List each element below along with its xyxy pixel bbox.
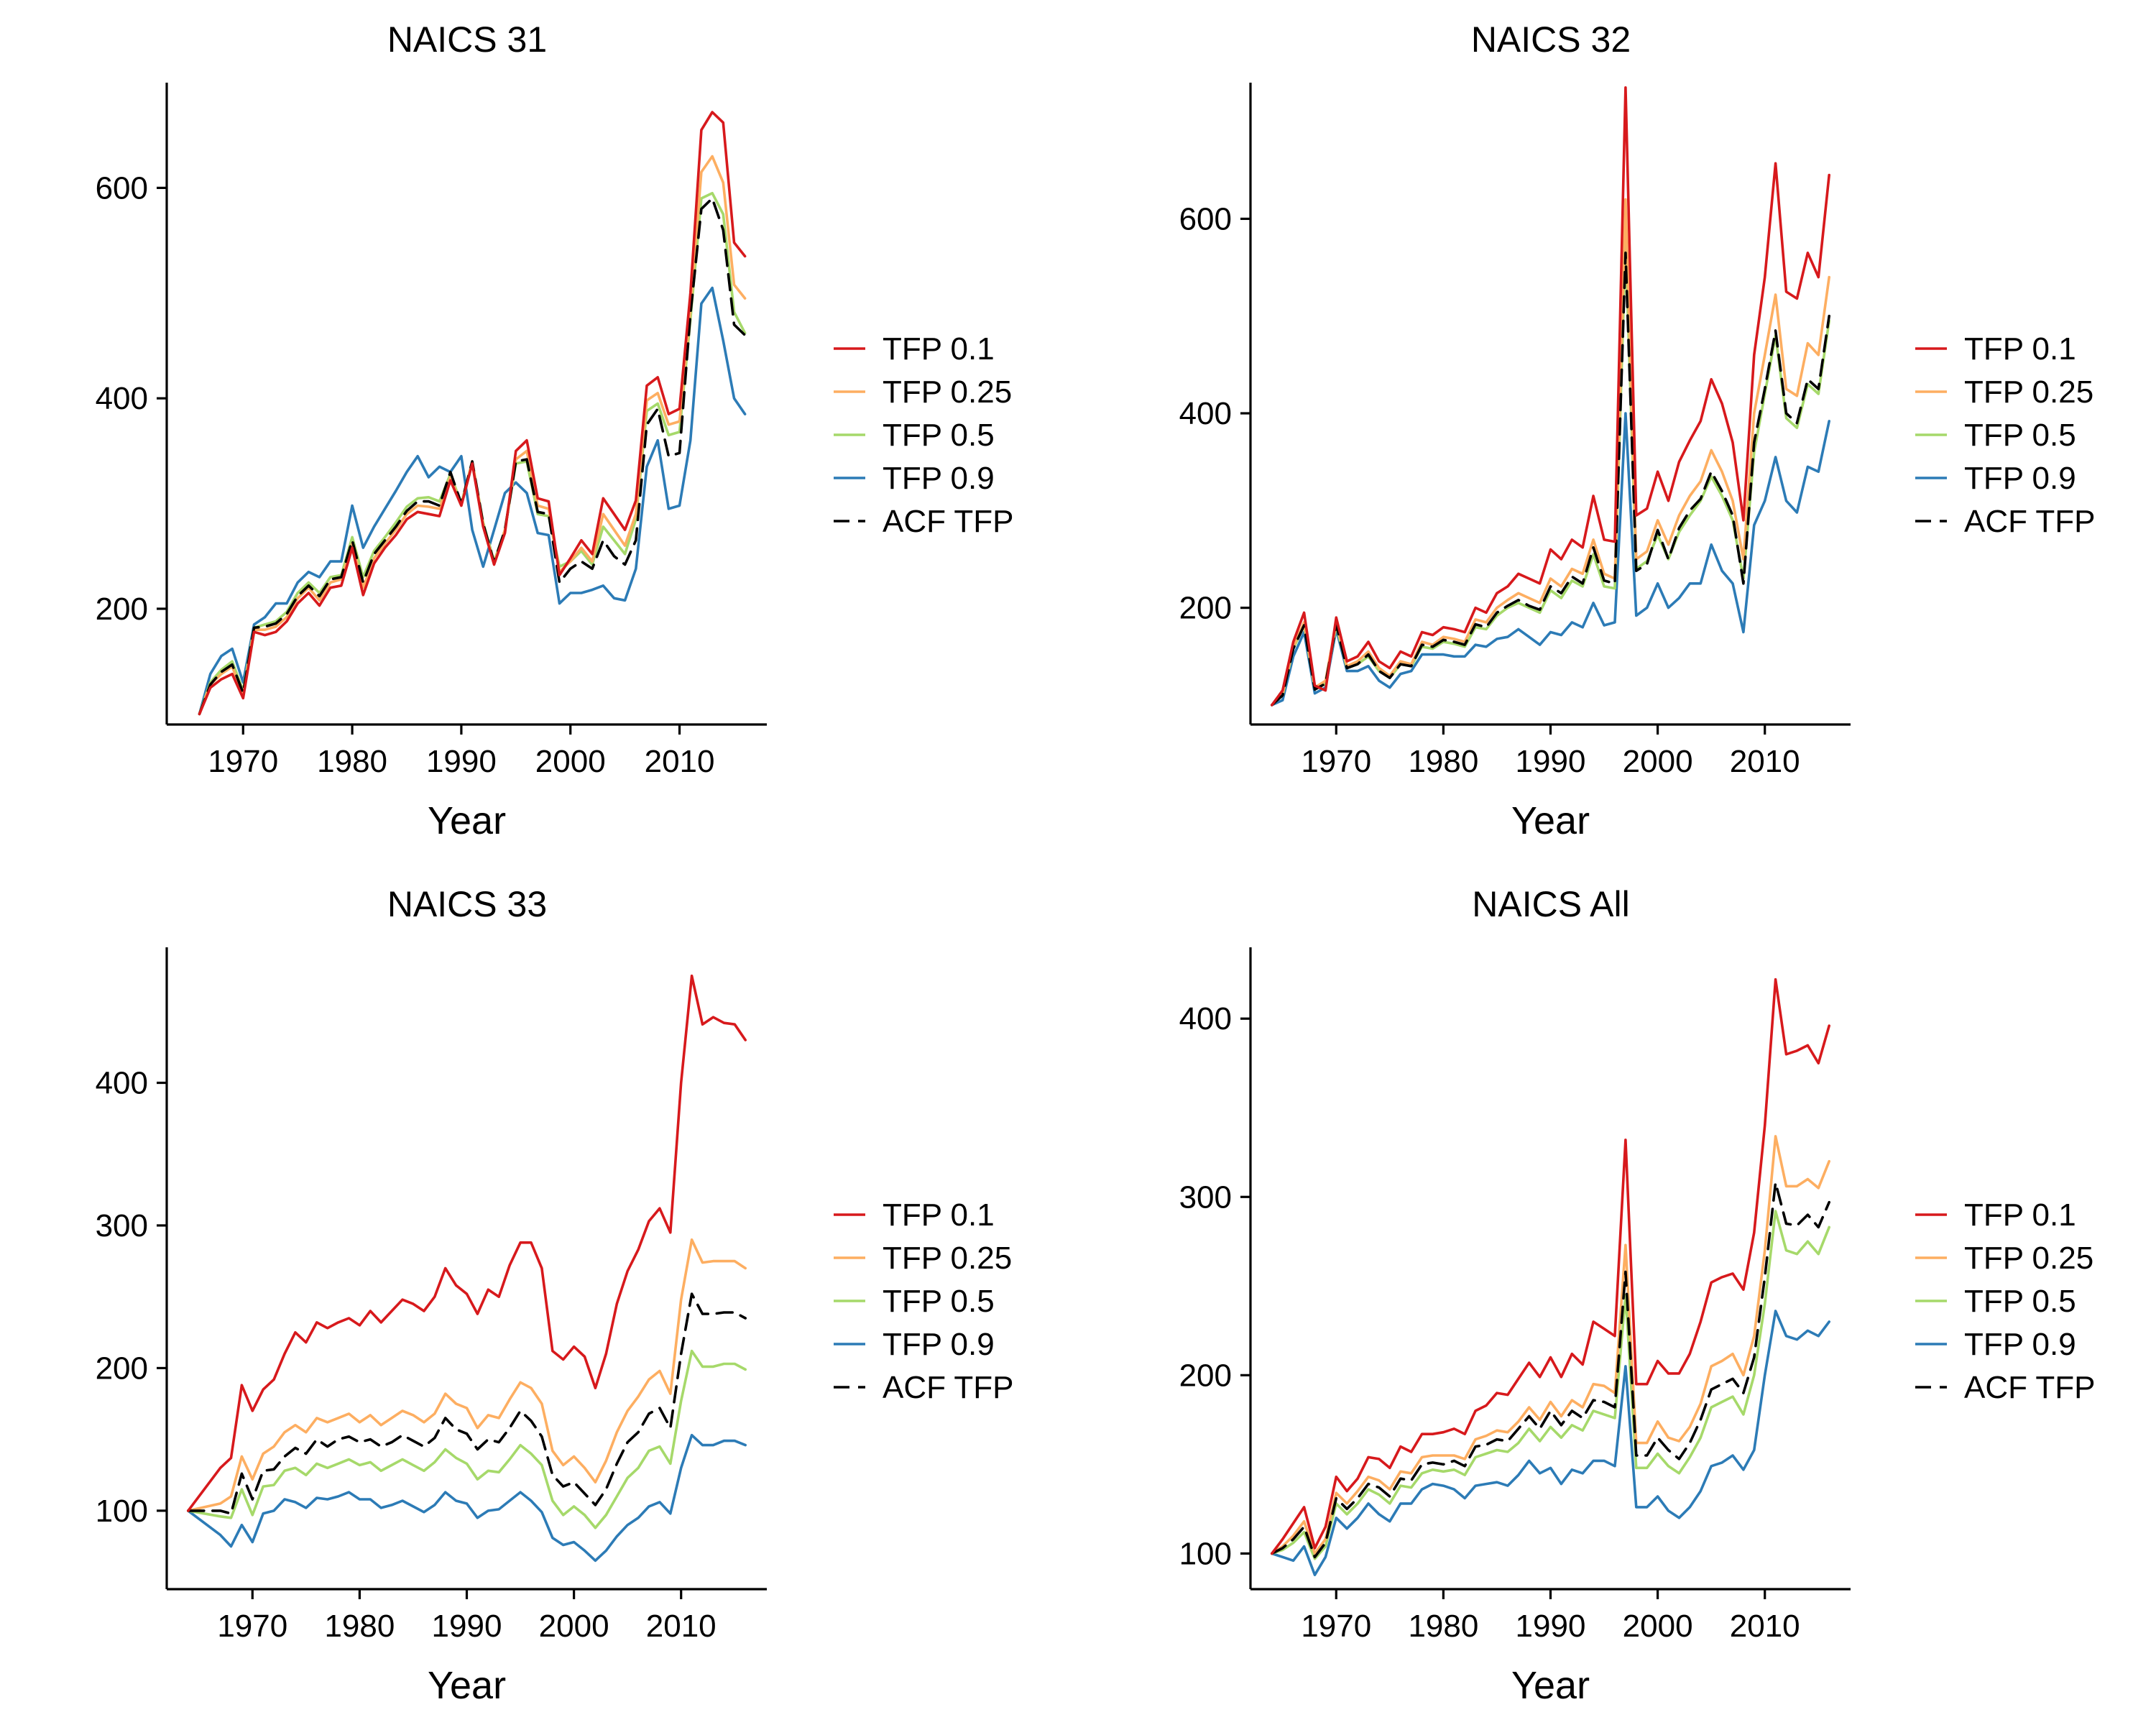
legend-label: TFP 0.9 xyxy=(1964,461,2076,496)
legend-label: TFP 0.25 xyxy=(883,374,1012,410)
legend-label: ACF TFP xyxy=(1964,1370,2096,1405)
panel-title: NAICS 33 xyxy=(387,884,547,924)
y-tick-label: 600 xyxy=(1179,201,1232,236)
x-tick-label: 1990 xyxy=(1516,1609,1586,1644)
legend: TFP 0.1 TFP 0.25 TFP 0.5 TFP 0.9 ACF TFP xyxy=(1915,331,2096,539)
series-line-tfp-0-25 xyxy=(198,155,747,716)
panel-1: NAICS 31 1970 1980 1990 2000 2010 200 400 600 Yea… xyxy=(96,19,1014,842)
x-axis-title: Year xyxy=(428,1664,506,1707)
y-tick-label: 400 xyxy=(96,381,148,416)
legend-label: TFP 0.5 xyxy=(883,1284,995,1319)
x-tick-label: 1970 xyxy=(217,1609,287,1644)
series-line-tfp-0-9 xyxy=(1271,412,1830,707)
x-tick-label: 1970 xyxy=(1301,744,1371,779)
x-tick-label: 1990 xyxy=(1516,744,1586,779)
legend-label: TFP 0.9 xyxy=(1964,1327,2076,1362)
y-tick-label: 300 xyxy=(1179,1179,1232,1215)
legend-label: TFP 0.1 xyxy=(883,1197,995,1233)
legend-label: ACF TFP xyxy=(883,1370,1014,1405)
x-tick-label: 1970 xyxy=(1301,1609,1371,1644)
y-tick-label: 200 xyxy=(96,1351,148,1386)
panel-title: NAICS 31 xyxy=(387,19,547,60)
x-axis-title: Year xyxy=(428,799,506,842)
x-tick-label: 2000 xyxy=(535,744,606,779)
legend-label: TFP 0.25 xyxy=(1964,374,2093,410)
legend-label: TFP 0.1 xyxy=(883,331,995,367)
y-tick-label: 400 xyxy=(96,1066,148,1101)
y-tick-label: 600 xyxy=(96,170,148,206)
x-tick-label: 2010 xyxy=(645,744,715,779)
x-tick-label: 1990 xyxy=(426,744,497,779)
series-line-acf-tfp xyxy=(186,1292,747,1515)
series-line-tfp-0-9 xyxy=(1271,1310,1830,1576)
series-line-tfp-0-5 xyxy=(186,1349,747,1530)
x-tick-label: 2010 xyxy=(646,1609,717,1644)
legend-label: TFP 0.5 xyxy=(1964,418,2076,453)
series-line-tfp-0-1 xyxy=(186,974,747,1512)
x-tick-label: 2000 xyxy=(1623,1609,1693,1644)
series-line-tfp-0-5 xyxy=(198,191,747,716)
series-line-tfp-0-9 xyxy=(186,1433,747,1563)
legend-label: ACF TFP xyxy=(883,504,1014,539)
x-tick-label: 1980 xyxy=(317,744,387,779)
series-line-tfp-0-25 xyxy=(1271,1135,1830,1555)
y-tick-label: 100 xyxy=(1179,1536,1232,1571)
series-line-acf-tfp xyxy=(1271,251,1830,707)
series-line-acf-tfp xyxy=(198,197,747,716)
legend-label: TFP 0.1 xyxy=(1964,1197,2076,1233)
x-tick-label: 1970 xyxy=(208,744,278,779)
series-line-tfp-0-5 xyxy=(1271,1210,1830,1560)
x-tick-label: 2000 xyxy=(1623,744,1693,779)
series-line-tfp-0-5 xyxy=(1271,242,1830,707)
panel-3: NAICS 33 1970 1980 1990 2000 2010 100 200 300 400… xyxy=(96,884,1014,1707)
y-tick-label: 400 xyxy=(1179,396,1232,431)
legend: TFP 0.1 TFP 0.25 TFP 0.5 TFP 0.9 ACF TFP xyxy=(834,1197,1014,1405)
x-tick-label: 1980 xyxy=(1408,744,1478,779)
panel-title: NAICS All xyxy=(1472,884,1630,924)
legend-label: TFP 0.9 xyxy=(883,1327,995,1362)
x-tick-label: 1980 xyxy=(324,1609,395,1644)
x-axis-title: Year xyxy=(1511,1664,1590,1707)
panel-title: NAICS 32 xyxy=(1471,19,1631,60)
x-tick-label: 1980 xyxy=(1408,1609,1478,1644)
x-tick-label: 2000 xyxy=(539,1609,609,1644)
series-line-acf-tfp xyxy=(1271,1181,1830,1559)
legend-label: TFP 0.1 xyxy=(1964,331,2076,367)
y-tick-label: 200 xyxy=(1179,1358,1232,1393)
y-tick-label: 200 xyxy=(1179,591,1232,626)
x-tick-label: 2010 xyxy=(1730,1609,1800,1644)
legend: TFP 0.1 TFP 0.25 TFP 0.5 TFP 0.9 ACF TFP xyxy=(834,331,1014,539)
series-line-tfp-0-25 xyxy=(186,1238,747,1512)
panel-4: NAICS All 1970 1980 1990 2000 2010 100 200 300 40… xyxy=(1179,884,2096,1707)
legend-label: TFP 0.5 xyxy=(883,418,995,453)
series-line-tfp-0-9 xyxy=(198,286,747,716)
y-tick-label: 200 xyxy=(96,592,148,627)
y-tick-label: 400 xyxy=(1179,1001,1232,1036)
series-line-tfp-0-25 xyxy=(1271,198,1830,707)
panel-2: NAICS 32 1970 1980 1990 2000 2010 200 400 600 Yea… xyxy=(1179,19,2096,842)
y-tick-label: 100 xyxy=(96,1494,148,1529)
legend-label: ACF TFP xyxy=(1964,504,2096,539)
legend-label: TFP 0.25 xyxy=(883,1241,1012,1276)
x-tick-label: 2010 xyxy=(1730,744,1800,779)
x-tick-label: 1990 xyxy=(432,1609,502,1644)
legend: TFP 0.1 TFP 0.25 TFP 0.5 TFP 0.9 ACF TFP xyxy=(1915,1197,2096,1405)
legend-label: TFP 0.9 xyxy=(883,461,995,496)
legend-label: TFP 0.25 xyxy=(1964,1241,2093,1276)
series-line-tfp-0-1 xyxy=(198,111,747,716)
series-line-tfp-0-1 xyxy=(1271,978,1830,1555)
y-tick-label: 300 xyxy=(96,1208,148,1243)
legend-label: TFP 0.5 xyxy=(1964,1284,2076,1319)
x-axis-title: Year xyxy=(1511,799,1590,842)
series-line-tfp-0-1 xyxy=(1271,86,1830,707)
